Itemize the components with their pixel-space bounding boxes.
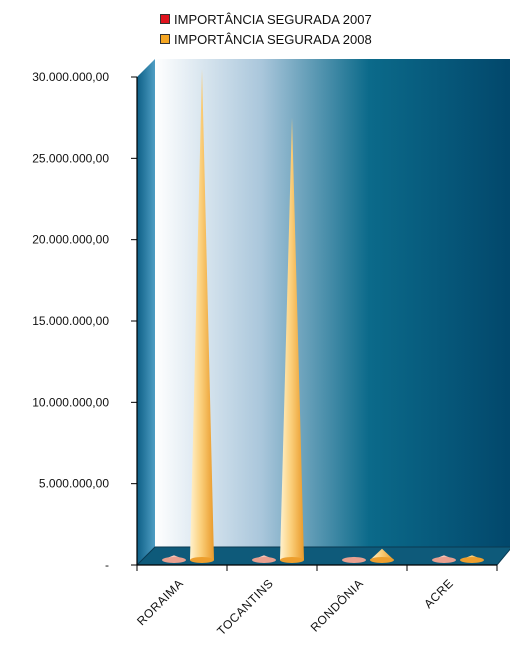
y-tick-label: 10.000.000,00 xyxy=(32,395,109,409)
cone-2008-roraima xyxy=(190,68,214,563)
cone-2007-rondônia xyxy=(342,556,366,563)
legend-item-2008: IMPORTÂNCIA SEGURADA 2008 xyxy=(160,29,372,49)
cone-base xyxy=(460,557,484,563)
side-wall xyxy=(137,59,155,565)
x-category-label: ACRE xyxy=(421,576,456,611)
cone-body xyxy=(190,68,214,560)
legend-swatch-2008 xyxy=(160,34,170,44)
plot-walls xyxy=(135,59,510,566)
back-wall xyxy=(155,59,510,547)
cone-base xyxy=(432,557,456,563)
y-tick-label: 25.000.000,00 xyxy=(32,151,109,165)
cones xyxy=(162,68,484,563)
y-tick-label: 20.000.000,00 xyxy=(32,233,109,247)
x-axis-labels: RORAIMA TOCANTINS RONDÔNIA ACRE xyxy=(134,576,456,639)
legend-label-2007: IMPORTÂNCIA SEGURADA 2007 xyxy=(174,11,372,27)
y-tick-label: 5.000.000,00 xyxy=(39,477,109,491)
cone-body xyxy=(370,548,394,560)
cone-2008-rondônia xyxy=(370,548,394,563)
cone-2007-roraima xyxy=(162,555,186,563)
cone-base xyxy=(342,557,366,563)
cone-base xyxy=(370,557,394,563)
y-axis: - 5.000.000,00 10.000.000,00 15.000.000,00 2… xyxy=(32,70,498,572)
cone-base xyxy=(190,557,214,563)
legend-swatch-2007 xyxy=(160,14,170,24)
legend-item-2007: IMPORTÂNCIA SEGURADA 2007 xyxy=(160,9,372,29)
legend: IMPORTÂNCIA SEGURADA 2007 IMPORTÂNCIA SE… xyxy=(160,9,372,49)
cone-base xyxy=(162,557,186,563)
cone-2007-acre xyxy=(432,555,456,563)
x-category-label: TOCANTINS xyxy=(214,576,276,638)
x-category-label: RONDÔNIA xyxy=(307,576,366,635)
y-tick-label: 15.000.000,00 xyxy=(32,314,109,328)
cone-2008-tocantins xyxy=(280,117,304,563)
x-category-label: RORAIMA xyxy=(134,576,186,628)
legend-label-2008: IMPORTÂNCIA SEGURADA 2008 xyxy=(174,31,372,47)
cone-base xyxy=(252,557,276,563)
y-tick-label: 30.000.000,00 xyxy=(32,70,109,84)
cone-base xyxy=(280,557,304,563)
y-tick-label: - xyxy=(105,558,109,572)
cone-body xyxy=(280,117,304,561)
cone-2008-acre xyxy=(460,555,484,563)
cone-2007-tocantins xyxy=(252,555,276,563)
